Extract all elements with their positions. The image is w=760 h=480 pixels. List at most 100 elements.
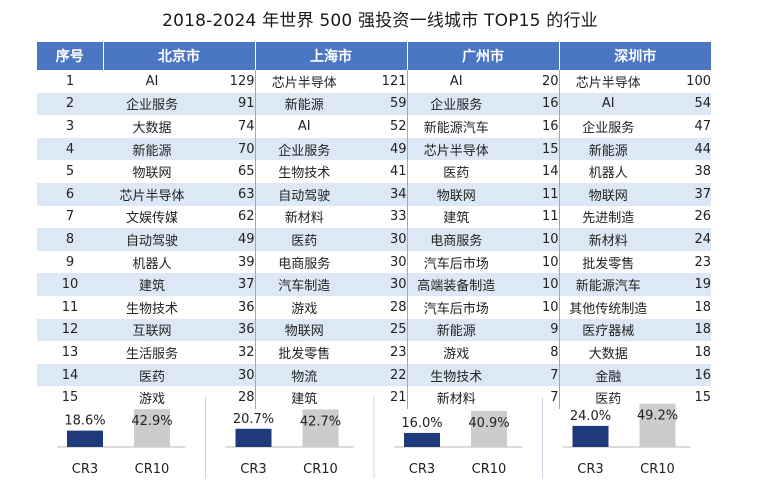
industry-name-beijing: 大数据: [132, 120, 172, 136]
industry-name-shanghai: 新材料: [284, 211, 324, 227]
investment-count-guangzhou: 8: [505, 341, 560, 364]
table-row: 4 新能源 70 企业服务 49 芯片半导体 15 新能源 44: [37, 137, 711, 161]
category-label-cr10: CR10: [303, 462, 338, 477]
investment-count-beijing: 62: [201, 205, 256, 229]
industry-name-shanghai: 生物技术: [278, 166, 331, 182]
industry-name-beijing: 文娱传媒: [125, 211, 178, 227]
industry-name-guangzhou: 新材料: [436, 392, 476, 408]
investment-count-beijing: 63: [201, 182, 256, 206]
table-row: 11 生物技术 36 游戏 28 汽车后市场 10 其他传统制造 18: [37, 295, 711, 319]
category-label-cr3: CR3: [240, 462, 266, 477]
industry-name-guangzhou: 电商服务: [407, 228, 505, 251]
investment-count-shenzhen: 23: [694, 254, 711, 270]
investment-count-shenzhen: 15: [694, 390, 711, 406]
investment-count-shanghai: 49: [353, 137, 408, 161]
table-row: 1 AI 129 芯片半导体 121 AI 20 芯片半导体 100: [37, 70, 711, 93]
industry-name-shanghai: 物流: [255, 363, 353, 387]
industry-name-guangzhou: 汽车后市场: [423, 301, 489, 317]
investment-count-shanghai: 23: [353, 341, 408, 364]
investment-count-shenzhen: 24: [657, 228, 711, 251]
investment-count-guangzhou: 10: [505, 273, 560, 296]
industry-name-beijing: 自动驾驶: [103, 228, 201, 251]
industry-name-shenzhen: 批发零售: [582, 256, 635, 272]
investment-count-shanghai: 34: [353, 182, 408, 206]
investment-count-beijing: 36: [201, 295, 256, 319]
investment-count-guangzhou: 7: [505, 386, 560, 409]
table-row: 8 自动驾驶 49 医药 30 电商服务 10 新材料 24: [37, 228, 711, 251]
row-index: 3: [65, 118, 75, 134]
investment-count-guangzhou: 9: [505, 318, 560, 342]
row-index: 5: [65, 164, 75, 180]
investment-count-guangzhou: 10: [505, 295, 560, 319]
bar-value-label: 49.2%: [637, 409, 678, 424]
investment-count-shenzhen: 47: [694, 118, 711, 134]
industry-name-shenzhen: 新能源汽车: [559, 273, 657, 296]
investment-count-beijing: 37: [201, 273, 256, 296]
row-index: 4: [37, 137, 103, 161]
bar-cr3-1: [67, 430, 103, 447]
header-city-shanghai: 上海市: [255, 42, 408, 70]
industry-table: 序号 北京市 上海市 广州市 深圳市 1 AI 129 芯片半导体 121 AI 20 芯片半…: [37, 42, 711, 409]
investment-count-shenzhen: 18: [694, 344, 711, 360]
industry-name-guangzhou: 高端装备制造: [407, 273, 505, 296]
category-label-cr3: CR3: [577, 462, 603, 477]
bar-value-label: 18.6%: [64, 414, 105, 429]
industry-name-beijing: 建筑: [103, 273, 201, 296]
investment-count-shenzhen: 16: [657, 363, 711, 387]
bar-cr10-4: [639, 403, 676, 447]
investment-count-shanghai: 30: [353, 250, 408, 274]
bar-cr10-3: [471, 411, 507, 447]
investment-count-guangzhou: 14: [505, 160, 560, 183]
investment-count-beijing: 32: [201, 341, 256, 364]
industry-name-shanghai: 电商服务: [278, 256, 331, 272]
industry-name-shenzhen: 大数据: [588, 346, 628, 362]
investment-count-shenzhen: 100: [686, 73, 711, 89]
industry-name-guangzhou: 物联网: [407, 182, 505, 206]
investment-count-beijing: 74: [201, 115, 256, 138]
industry-name-guangzhou: 汽车后市场: [423, 256, 489, 272]
row-index: 2: [37, 92, 103, 116]
investment-count-shanghai: 25: [353, 318, 408, 342]
industry-name-shenzhen: 企业服务: [582, 120, 635, 136]
bar-value-label: 42.9%: [131, 414, 172, 429]
industry-name-shenzhen: AI: [559, 92, 657, 116]
table-row: 10 建筑 37 汽车制造 30 高端装备制造 10 新能源汽车 19: [37, 273, 711, 296]
industry-name-shenzhen: 机器人: [588, 166, 628, 182]
industry-name-guangzhou: AI: [449, 73, 463, 89]
bar-cr10-2: [302, 409, 339, 447]
concentration-bar-chart: 18.6% CR3 42.9% CR10 20.7% CR3 42.7% CR10 16.0% C…: [57, 397, 691, 478]
industry-name-shanghai: 新能源: [255, 92, 353, 116]
row-index: 14: [37, 363, 103, 387]
investment-count-shanghai: 41: [353, 160, 408, 183]
row-index: 10: [37, 273, 103, 296]
header-city-shenzhen: 深圳市: [559, 42, 711, 70]
row-index: 8: [37, 228, 103, 251]
investment-count-shanghai: 28: [353, 295, 408, 319]
industry-name-beijing: 物联网: [132, 166, 172, 182]
category-label-cr10: CR10: [472, 462, 507, 477]
investment-count-guangzhou: 16: [505, 92, 560, 116]
investment-count-guangzhou: 11: [505, 182, 560, 206]
investment-count-shenzhen: 26: [694, 209, 711, 225]
industry-name-beijing: 机器人: [132, 256, 172, 272]
industry-name-shanghai: 物联网: [255, 318, 353, 342]
chart-title: 2018-2024 年世界 500 强投资一线城市 TOP15 的行业: [162, 11, 598, 31]
investment-count-shanghai: 33: [353, 205, 408, 229]
investment-count-guangzhou: 7: [505, 363, 560, 387]
table-row: 5 物联网 65 生物技术 41 医药 14 机器人 38: [37, 160, 711, 183]
industry-name-beijing: 游戏: [138, 392, 165, 408]
bar-value-label: 16.0%: [401, 416, 442, 431]
investment-count-shenzhen: 18: [657, 318, 711, 342]
investment-count-shenzhen: 37: [657, 182, 711, 206]
investment-count-shanghai: 21: [353, 386, 408, 409]
investment-count-shenzhen: 19: [657, 273, 711, 296]
category-label-cr10: CR10: [640, 462, 675, 477]
header-city-guangzhou: 广州市: [407, 42, 560, 70]
investment-count-beijing: 49: [201, 228, 256, 251]
investment-count-beijing: 28: [201, 386, 256, 409]
industry-name-shenzhen: 新能源: [559, 137, 657, 161]
industry-name-guangzhou: 医药: [443, 166, 470, 182]
industry-name-shanghai: 游戏: [291, 301, 318, 317]
industry-name-shanghai: 批发零售: [278, 346, 331, 362]
